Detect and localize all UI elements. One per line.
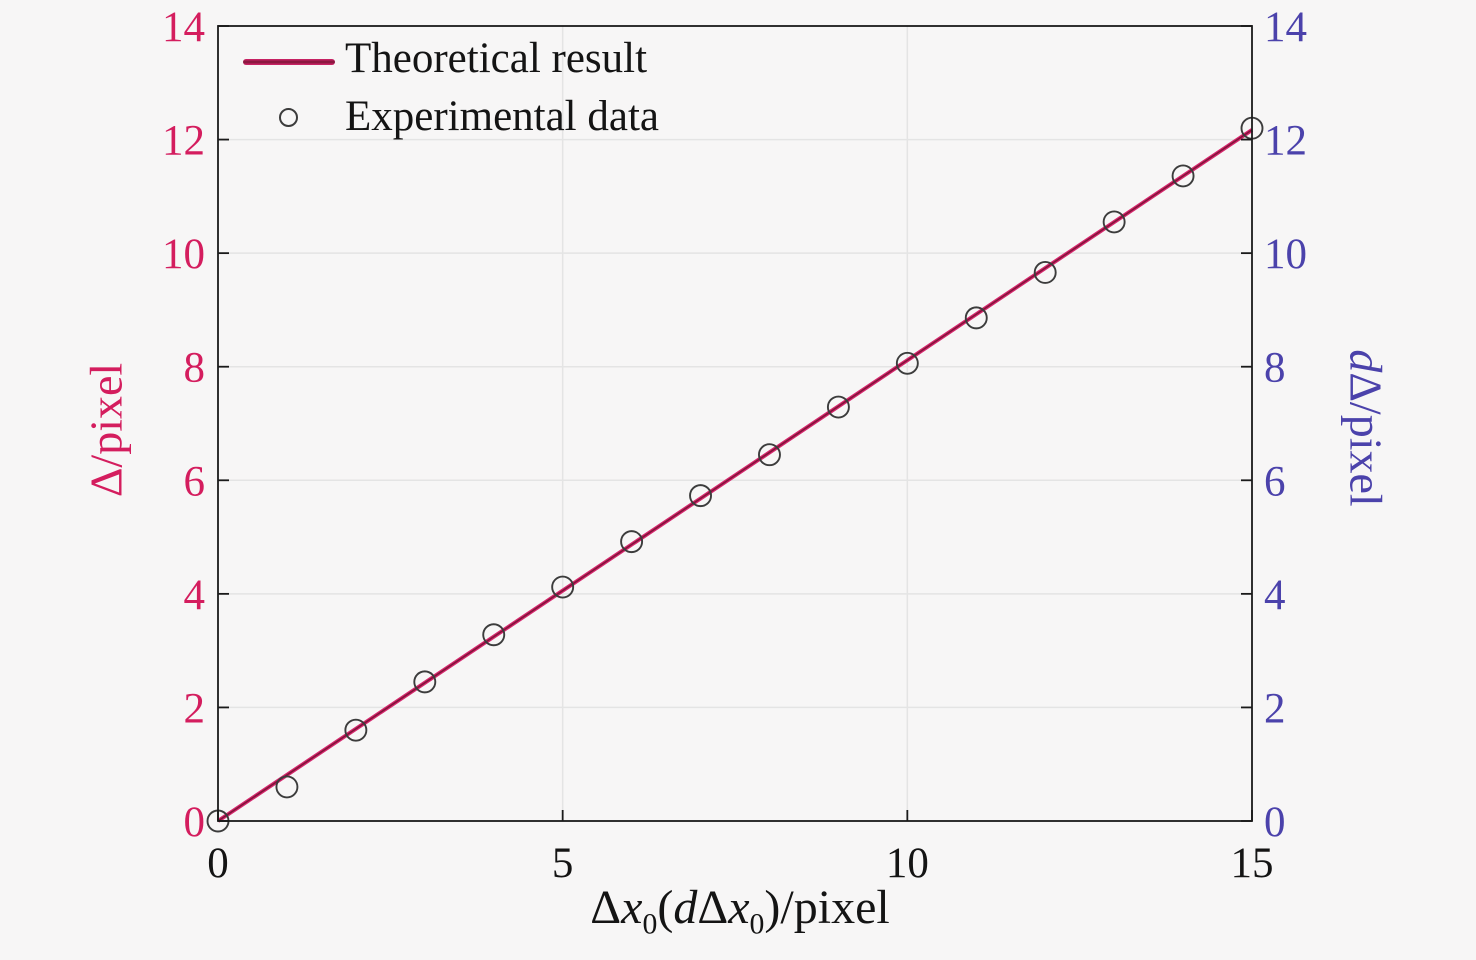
legend-line-sample — [243, 59, 335, 65]
data-point — [1033, 261, 1057, 284]
legend: Theoretical result Experimental data — [243, 35, 803, 166]
legend-circle-marker — [279, 108, 298, 127]
data-point — [758, 443, 781, 467]
data-point — [826, 395, 850, 419]
y-tick-label-left: 14 — [162, 4, 205, 51]
legend-label-experimental: Experimental data — [345, 93, 659, 140]
y-tick-label-left: 6 — [184, 458, 206, 505]
axes-box — [217, 25, 1253, 822]
x-tick-label: 0 — [207, 840, 229, 887]
data-point — [482, 623, 506, 647]
y-tick-label-left: 0 — [184, 799, 206, 846]
data-point — [1102, 210, 1126, 234]
y-tick-label-left: 12 — [162, 118, 205, 165]
y-tick-label-right: 6 — [1264, 458, 1286, 505]
data-point — [895, 351, 919, 375]
y-tick-label-left: 2 — [184, 685, 206, 732]
data-point — [1171, 164, 1195, 188]
y-tick-label-right: 10 — [1264, 231, 1307, 278]
y-tick-label-left: 4 — [184, 572, 206, 619]
y-tick-label-right: 4 — [1264, 572, 1286, 619]
y-tick-label-right: 14 — [1264, 4, 1307, 51]
data-point — [275, 775, 299, 799]
x-tick-label: 10 — [886, 840, 929, 887]
y-tick-label-left: 10 — [162, 231, 205, 278]
y-tick-label-right: 12 — [1264, 118, 1307, 165]
legend-label-theoretical: Theoretical result — [345, 35, 648, 82]
y-tick-label-right: 0 — [1264, 799, 1286, 846]
y-tick-label-left: 8 — [184, 345, 206, 392]
data-point — [689, 484, 712, 508]
data-point — [964, 306, 988, 330]
data-point — [620, 530, 644, 554]
data-point — [551, 575, 575, 599]
x-tick-label: 5 — [552, 840, 574, 887]
theoretical-line-core — [217, 129, 1253, 822]
y-tick-label-right: 2 — [1264, 685, 1286, 732]
data-point — [344, 718, 368, 742]
data-point — [413, 670, 437, 694]
y-tick-label-right: 8 — [1264, 345, 1286, 392]
x-axis-label: Δx0(dΔx0)/pixel — [590, 881, 890, 941]
x-tick-label: 15 — [1231, 840, 1274, 887]
